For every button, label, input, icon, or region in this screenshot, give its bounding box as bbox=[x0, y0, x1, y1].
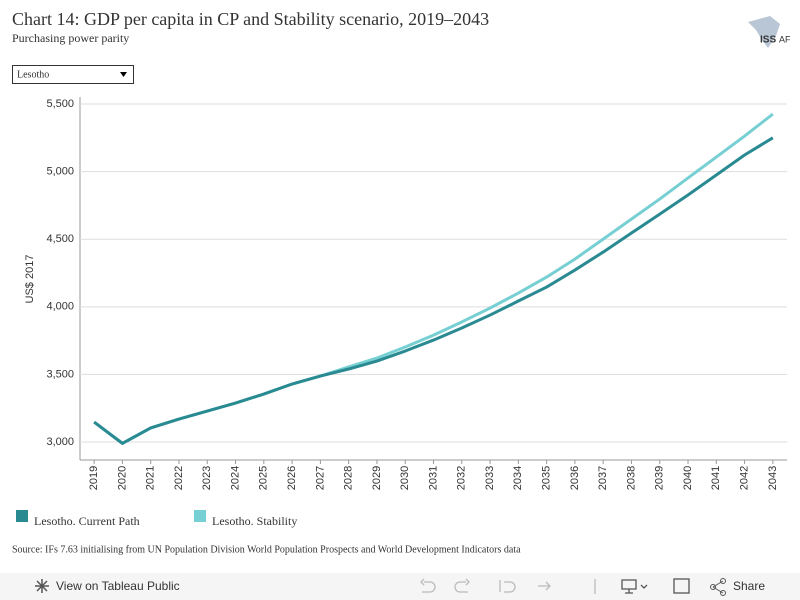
x-tick-label: 2020 bbox=[116, 466, 128, 490]
redo-icon[interactable] bbox=[454, 578, 470, 593]
source: Source: IFs 7.63 initialising from UN Po… bbox=[12, 544, 521, 555]
y-tick-label: 5,000 bbox=[46, 166, 74, 178]
x-tick-label: 2036 bbox=[569, 466, 581, 490]
revert-icon[interactable] bbox=[499, 580, 516, 593]
logo-text: ISS bbox=[760, 35, 776, 46]
x-tick-label: 2033 bbox=[484, 466, 496, 490]
dropdown-value[interactable]: Lesotho bbox=[17, 69, 49, 80]
x-tick-label: 2037 bbox=[597, 466, 609, 490]
view-link[interactable]: View on Tableau Public bbox=[35, 579, 180, 593]
toolbar bbox=[0, 573, 800, 600]
toolbar-icons bbox=[420, 578, 596, 594]
share-text[interactable]: Share bbox=[733, 579, 765, 593]
x-tick-label: 2039 bbox=[654, 466, 666, 490]
x-tick-label: 2028 bbox=[343, 466, 355, 490]
dropdown[interactable]: Lesotho bbox=[12, 65, 134, 84]
view-text[interactable]: View on Tableau Public bbox=[56, 579, 180, 593]
y-tick-label: 4,000 bbox=[46, 301, 74, 313]
legend-label: Lesotho. Stability bbox=[212, 514, 297, 528]
logo-text: AF bbox=[779, 34, 791, 44]
share-icon[interactable] bbox=[720, 578, 726, 584]
x-tick-label: 2032 bbox=[456, 466, 468, 490]
share-icon[interactable] bbox=[712, 580, 724, 594]
x-tick-label: 2030 bbox=[399, 466, 411, 490]
share-icon[interactable] bbox=[710, 584, 716, 590]
undo-icon[interactable] bbox=[420, 578, 436, 593]
logo-shape bbox=[748, 16, 780, 48]
download-icon[interactable] bbox=[621, 579, 648, 594]
series-line bbox=[93, 136, 774, 445]
chart-title: Chart 14: GDP per capita in CP and Stabi… bbox=[12, 9, 489, 29]
legend-swatch bbox=[16, 510, 28, 522]
x-tick-label: 2042 bbox=[738, 466, 750, 490]
x-tick-label: 2023 bbox=[201, 466, 213, 490]
y-tick-label: 4,500 bbox=[46, 233, 74, 245]
refresh-icon[interactable] bbox=[538, 581, 551, 591]
x-tick-label: 2026 bbox=[286, 466, 298, 490]
x-tick-label: 2043 bbox=[767, 466, 779, 490]
x-tick-label: 2031 bbox=[427, 466, 439, 490]
y-tick-label: 3,000 bbox=[46, 436, 74, 448]
fullscreen-icon[interactable] bbox=[673, 578, 690, 594]
x-tick-label: 2041 bbox=[710, 466, 722, 490]
x-tick-label: 2025 bbox=[258, 466, 270, 490]
dropdown-arrow[interactable] bbox=[120, 72, 127, 77]
x-tick-label: 2038 bbox=[625, 466, 637, 490]
x-tick-label: 2035 bbox=[541, 466, 553, 490]
tableau-icon[interactable] bbox=[35, 579, 49, 593]
y-axis-label: US$ 2017 bbox=[24, 255, 36, 304]
legend-swatch bbox=[194, 510, 206, 522]
x-tick-label: 2040 bbox=[682, 466, 694, 490]
y-tick-label: 5,500 bbox=[46, 98, 74, 110]
chart-subtitle: Purchasing power parity bbox=[12, 31, 129, 45]
x-tick-label: 2022 bbox=[173, 466, 185, 490]
x-tick-label: 2021 bbox=[145, 466, 157, 490]
x-tick-label: 2024 bbox=[229, 466, 241, 490]
x-tick-label: 2027 bbox=[314, 466, 326, 490]
series-line bbox=[93, 112, 774, 445]
x-tick-label: 2029 bbox=[371, 466, 383, 490]
share-icon[interactable] bbox=[720, 590, 726, 596]
y-tick-label: 3,500 bbox=[46, 368, 74, 380]
x-tick-label: 2034 bbox=[512, 466, 524, 490]
x-tick-label: 2019 bbox=[88, 466, 100, 490]
dropdown-box[interactable] bbox=[12, 65, 134, 84]
share-button[interactable]: Share bbox=[710, 578, 766, 596]
legend-label: Lesotho. Current Path bbox=[34, 514, 140, 528]
